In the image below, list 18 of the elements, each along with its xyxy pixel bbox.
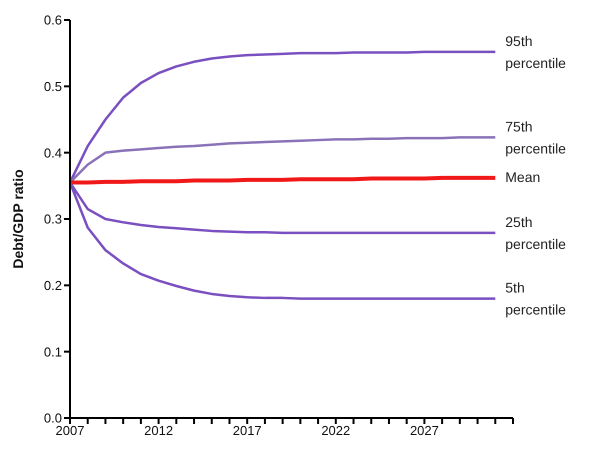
x-tick-label: 2027 xyxy=(410,423,439,438)
x-tick-label: 2022 xyxy=(321,423,350,438)
y-tick-label: 0.1 xyxy=(44,344,62,360)
y-tick-label: 0.6 xyxy=(44,12,62,28)
x-tick-label: 2012 xyxy=(144,423,174,438)
y-tick-label: 0.5 xyxy=(44,78,62,94)
y-axis-title: Debt/GDP ratio xyxy=(10,169,26,269)
y-tick-label: 0.2 xyxy=(44,278,62,293)
y-tick-label: 0.0 xyxy=(44,410,62,426)
y-tick-label: 0.3 xyxy=(44,212,62,227)
series-label: 75th percentile xyxy=(505,118,566,156)
x-tick-label: 2017 xyxy=(232,423,262,438)
x-tick-label: 2007 xyxy=(56,423,84,438)
series-label: Mean xyxy=(505,168,540,185)
series-label: 25th percentile xyxy=(505,214,566,252)
series-label: 5th percentile xyxy=(505,280,566,318)
y-tick-label: 0.4 xyxy=(44,145,62,160)
series-label: 95th percentile xyxy=(505,32,566,71)
